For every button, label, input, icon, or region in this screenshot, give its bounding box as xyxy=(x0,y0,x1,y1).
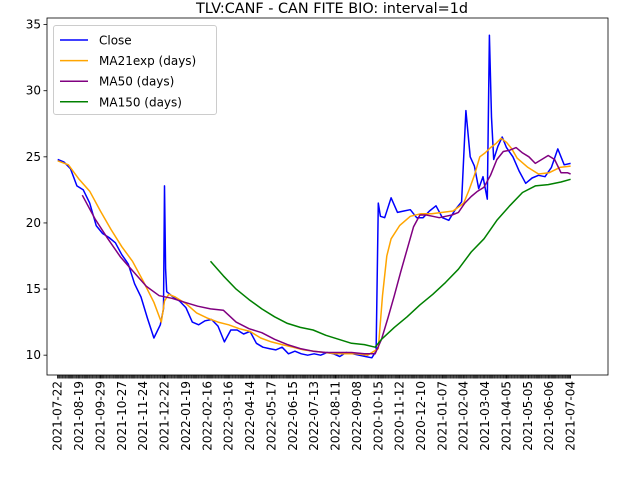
axes-frame xyxy=(46,17,609,376)
x-tick-label: 2022-02-16 xyxy=(200,381,214,451)
x-tick-label: 2021-02-04 xyxy=(457,381,471,451)
legend-label-0: Close xyxy=(99,34,132,48)
legend: Close MA21exp (days) MA50 (days) MA150 (day… xyxy=(53,25,217,115)
y-tick-label: 25 xyxy=(26,150,41,164)
y-tick-label: 15 xyxy=(26,282,41,296)
y-tick-label: 20 xyxy=(26,216,41,230)
x-tick-label: 2021-12-22 xyxy=(158,381,172,451)
x-tick-label: 2021-09-29 xyxy=(93,381,107,451)
x-tick-label: 2022-08-11 xyxy=(329,381,343,451)
x-tick-label: 2021-06-06 xyxy=(542,381,556,451)
x-tick-label: 2021-01-07 xyxy=(435,381,449,451)
x-tick-label: 2021-07-22 xyxy=(51,381,65,451)
x-tick-label: 2020-12-10 xyxy=(414,381,428,451)
x-tick-label: 2022-01-19 xyxy=(179,381,193,451)
x-tick-label: 2021-07-04 xyxy=(564,381,578,451)
plot-area xyxy=(57,34,571,359)
x-tick-label: 2022-04-14 xyxy=(243,381,257,451)
series-line-3 xyxy=(209,178,571,348)
x-tick-label: 2020-10-15 xyxy=(371,381,385,451)
chart-title: TLV:CANF - CAN FITE BIO: interval=1d xyxy=(195,1,468,17)
x-tick-label: 2021-11-24 xyxy=(136,381,150,451)
axes: 10 15 20 25 30 35 2021-07-22 2021-08-19 2021-09-… xyxy=(26,17,609,451)
legend-box xyxy=(53,25,217,115)
y-tick-label: 10 xyxy=(26,348,41,362)
legend-label-2: MA50 (days) xyxy=(99,75,174,89)
x-tick-label: 2022-05-17 xyxy=(264,381,278,451)
x-tick-label: 2022-06-15 xyxy=(286,381,300,451)
x-tick-label: 2022-09-08 xyxy=(350,381,364,451)
x-tick-label: 2021-10-27 xyxy=(115,381,129,451)
legend-label-1: MA21exp (days) xyxy=(99,54,196,68)
x-tick-label: 2021-08-19 xyxy=(72,381,86,451)
x-tick-label: 2022-03-16 xyxy=(222,381,236,451)
series-line-2 xyxy=(81,146,571,355)
y-tick-label: 35 xyxy=(26,18,41,32)
y-tick-label: 30 xyxy=(26,84,41,98)
legend-label-3: MA150 (days) xyxy=(99,95,182,109)
x-tick-label: 2020-11-12 xyxy=(393,381,407,451)
x-tick-label: 2021-05-05 xyxy=(521,381,535,451)
x-tick-label: 2022-07-13 xyxy=(307,381,321,451)
x-tick-label: 2021-04-05 xyxy=(499,381,513,451)
series-line-1 xyxy=(57,137,571,356)
x-tick-label: 2021-03-04 xyxy=(478,381,492,451)
